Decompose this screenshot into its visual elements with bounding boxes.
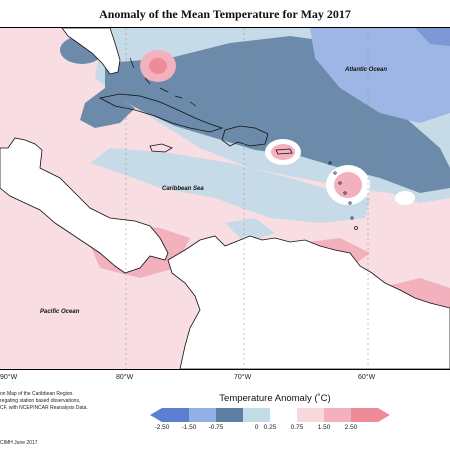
legend-tick-label: 1.50 bbox=[317, 424, 331, 431]
legend-tick-label: -2.50 bbox=[154, 424, 170, 431]
map-svg: Atlantic Ocean Caribbean Sea Pacific Oce… bbox=[0, 28, 450, 369]
hispaniola-land bbox=[221, 125, 269, 147]
longitude-label-90w: 90°W bbox=[0, 374, 18, 381]
legend-left-arrow bbox=[150, 408, 162, 422]
legend-tick-label: 0 bbox=[254, 424, 259, 431]
atlantic-cold-zone bbox=[310, 28, 450, 123]
legend-color-cell bbox=[189, 408, 217, 422]
caribbean-cool-tongue bbox=[90, 148, 370, 223]
map-title: Anomaly of the Mean Temperature for May … bbox=[99, 7, 351, 21]
lesser-antilles-islands bbox=[328, 161, 358, 230]
venezuela-coast-cool bbox=[225, 218, 275, 243]
legend-color-cell bbox=[243, 408, 271, 422]
legend-color-cell bbox=[270, 408, 298, 422]
longitude-gridlines bbox=[125, 28, 369, 369]
credit-line-3: CF, with NCEP/NCAR Reanalysis Data. bbox=[0, 405, 88, 411]
legend-title: Temperature Anomaly (˚C) bbox=[219, 393, 331, 404]
credit-line-2: regating station based observations, bbox=[0, 398, 81, 404]
atlantic-colder-spot bbox=[415, 28, 450, 46]
puerto-rico-warm-spot bbox=[271, 144, 295, 160]
cuba-land bbox=[98, 93, 224, 133]
caribbean-sea-label: Caribbean Sea bbox=[162, 186, 204, 192]
bahamas-islands bbox=[129, 57, 197, 107]
gulf-cool-band bbox=[80, 88, 135, 128]
pacific-ocean-label: Pacific Ocean bbox=[40, 309, 80, 315]
temperature-anomaly-map: Atlantic Ocean Caribbean Sea Pacific Oce… bbox=[0, 27, 450, 370]
atlantic-neutral-spot bbox=[395, 191, 415, 205]
legend-tick-label: 0.75 bbox=[290, 424, 304, 431]
legend-color-cell bbox=[324, 408, 352, 422]
longitude-label-60w: 60°W bbox=[358, 374, 376, 381]
longitude-label-70w: 70°W bbox=[234, 374, 252, 381]
puerto-rico-land bbox=[275, 148, 293, 155]
credit-line-1: on Map of the Caribbean Region. bbox=[0, 391, 74, 397]
legend-tick-label: -1.50 bbox=[181, 424, 197, 431]
legend-tick-label: 2.50 bbox=[344, 424, 358, 431]
south-america-land bbox=[167, 235, 450, 369]
longitude-label-80w: 80°W bbox=[116, 374, 134, 381]
jamaica-land bbox=[149, 143, 173, 153]
legend-tick-label: -0.75 bbox=[208, 424, 224, 431]
legend-color-bar bbox=[150, 408, 390, 422]
legend-right-arrow bbox=[378, 408, 390, 422]
florida-land bbox=[61, 28, 121, 75]
legend-color-cell bbox=[216, 408, 244, 422]
antilles-warm-spot bbox=[334, 172, 362, 198]
legend-color-cell bbox=[351, 408, 379, 422]
legend-tick-label: 0.25 bbox=[263, 424, 277, 431]
legend-color-cell bbox=[297, 408, 325, 422]
atlantic-ocean-label: Atlantic Ocean bbox=[344, 67, 387, 73]
legend-color-cell bbox=[162, 408, 190, 422]
credit-line-4: CIMH June 2017 bbox=[0, 440, 38, 446]
bahamas-hot-spot bbox=[149, 58, 167, 74]
